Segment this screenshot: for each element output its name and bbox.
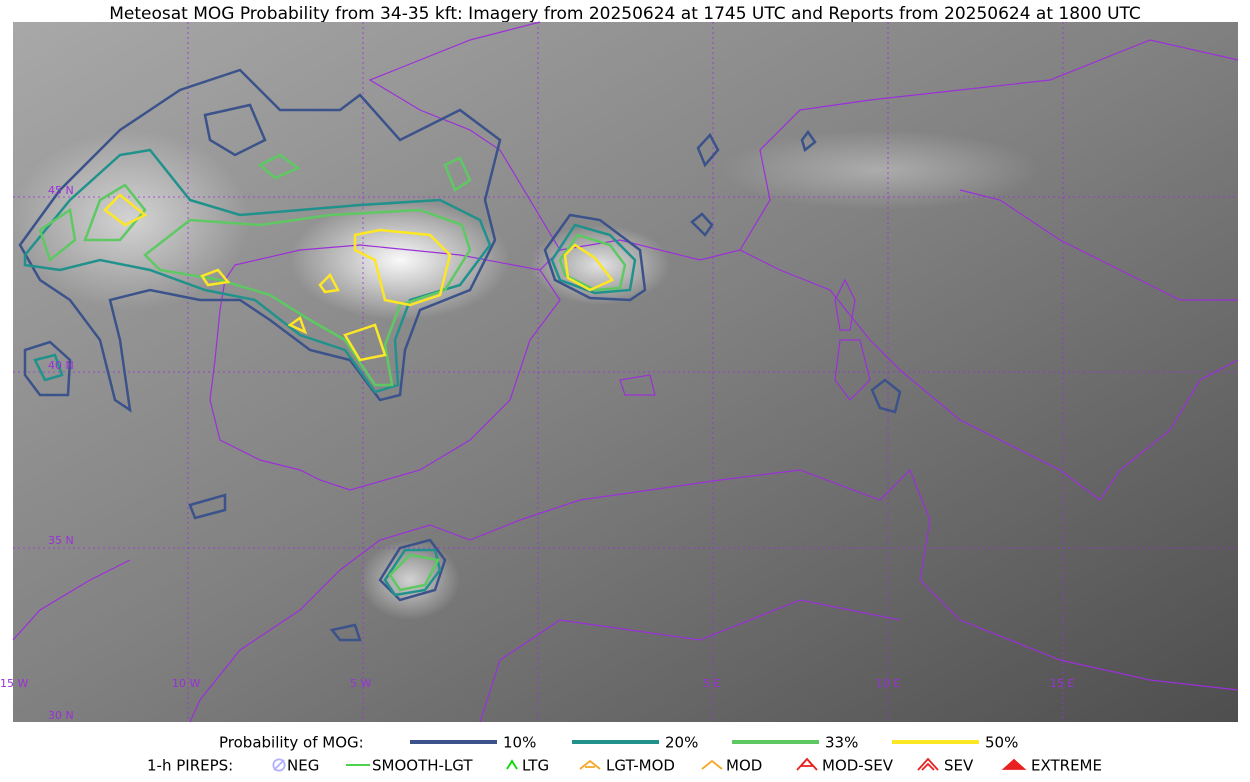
lon-label: 5 E bbox=[703, 677, 720, 690]
lon-label: 5 W bbox=[350, 677, 371, 690]
lon-label: 15 W bbox=[0, 677, 28, 690]
mog-legend-text: 10% bbox=[503, 734, 536, 752]
pirep-symbol bbox=[272, 758, 286, 772]
pirep-symbol bbox=[917, 757, 939, 771]
contours bbox=[18, 68, 902, 642]
pirep-legend-text: LGT-MOD bbox=[606, 757, 675, 775]
mog-legend-label: Probability of MOG: bbox=[219, 734, 364, 752]
mog-legend-text: 20% bbox=[665, 734, 698, 752]
pirep-legend-text: SMOOTH-LGT bbox=[372, 757, 473, 775]
pirep-symbol bbox=[701, 759, 723, 770]
pirep-legend-text: MOD-SEV bbox=[822, 757, 894, 775]
map: 45 N 40 N 35 N 30 N 15 W 10 W 5 W 5 E 10 E 15 E bbox=[0, 21, 1239, 723]
pireps-legend-label: 1-h PIREPS: bbox=[147, 757, 233, 775]
pirep-legend-text: LTG bbox=[522, 757, 549, 775]
lat-labels: 45 N 40 N 35 N 30 N bbox=[48, 184, 74, 722]
lat-label: 30 N bbox=[48, 709, 74, 722]
lat-label: 40 N bbox=[48, 359, 74, 372]
pirep-legend-text: EXTREME bbox=[1031, 757, 1102, 775]
lat-label: 35 N bbox=[48, 534, 74, 547]
lon-label: 15 E bbox=[1050, 677, 1074, 690]
pirep-legend-text: NEG bbox=[287, 757, 319, 775]
pirep-symbol bbox=[796, 757, 818, 771]
pirep-symbol bbox=[1001, 758, 1027, 770]
pirep-symbol bbox=[579, 759, 601, 770]
pirep-symbol bbox=[506, 759, 518, 770]
lat-label: 45 N bbox=[48, 184, 74, 197]
mog-legend-text: 50% bbox=[985, 734, 1018, 752]
title: Meteosat MOG Probability from 34-35 kft:… bbox=[109, 4, 1141, 24]
lon-label: 10 W bbox=[172, 677, 200, 690]
pirep-legend-text: SEV bbox=[944, 757, 974, 775]
lon-labels: 15 W 10 W 5 W 5 E 10 E 15 E bbox=[0, 677, 1074, 690]
mog-legend-text: 33% bbox=[825, 734, 858, 752]
lon-label: 10 E bbox=[876, 677, 900, 690]
legend: 10% 20% 33% 50% NEG SMOOTH-LGT LTG LGT-MOD MOD MO… bbox=[272, 734, 1102, 775]
pirep-legend-text: MOD bbox=[726, 757, 762, 775]
